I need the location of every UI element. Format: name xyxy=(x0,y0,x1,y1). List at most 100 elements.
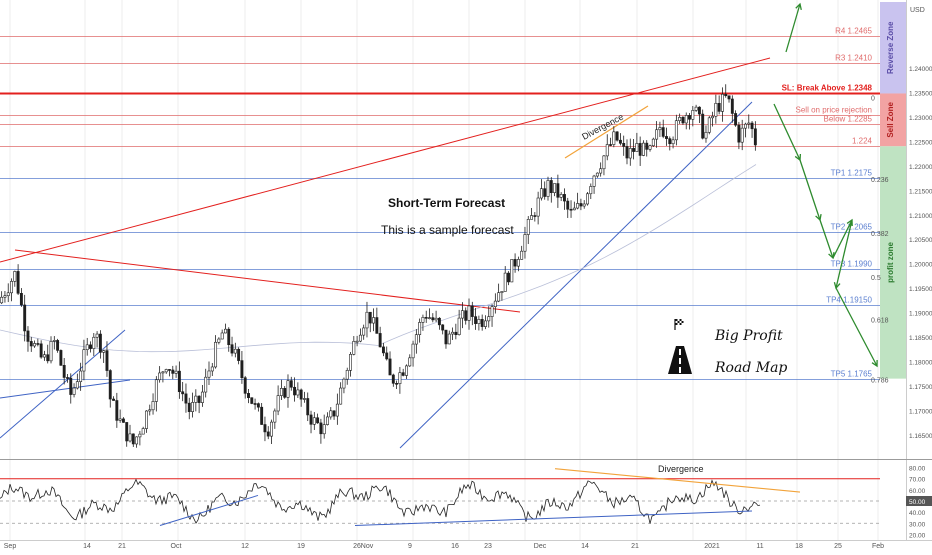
candle-body xyxy=(484,321,486,327)
candle-body xyxy=(241,361,243,378)
candle-body xyxy=(162,372,164,373)
divergence-label-rsi: Divergence xyxy=(658,464,704,474)
candle-body xyxy=(600,169,602,173)
candle-body xyxy=(428,318,430,319)
candle-body xyxy=(553,184,555,193)
candle-body xyxy=(580,203,582,206)
candle-body xyxy=(293,387,295,395)
candle-body xyxy=(435,318,437,320)
level-label: R4 1.2465 xyxy=(835,27,872,36)
candle-body xyxy=(83,350,85,371)
candle-body xyxy=(544,189,546,197)
candle-body xyxy=(665,136,667,138)
candle-body xyxy=(267,432,269,436)
candle-body xyxy=(741,128,743,142)
candle-body xyxy=(445,330,447,344)
candle-body xyxy=(616,132,618,140)
candle-body xyxy=(63,365,65,377)
candle-body xyxy=(573,208,575,210)
candle-body xyxy=(451,332,453,334)
candle-body xyxy=(715,103,717,116)
candle-body xyxy=(534,216,536,217)
candle-body xyxy=(718,103,720,111)
candle-body xyxy=(149,410,151,411)
candle-body xyxy=(96,334,98,337)
candle-body xyxy=(583,204,585,206)
candle-body xyxy=(376,318,378,334)
level-label: R3 1.2410 xyxy=(835,54,872,63)
currency-label: USD xyxy=(910,7,925,14)
candle-body xyxy=(655,130,657,139)
candle-body xyxy=(702,114,704,138)
candle-body xyxy=(504,273,506,291)
candle-body xyxy=(418,322,420,334)
level-label: Below 1.2285 xyxy=(824,115,873,124)
time-tick-label: 21 xyxy=(631,543,639,550)
price-tick-label: 1.17500 xyxy=(909,384,932,391)
candle-body xyxy=(386,353,388,359)
candle-body xyxy=(698,107,700,114)
candle-body xyxy=(501,291,503,292)
candle-body xyxy=(511,259,513,282)
candle-body xyxy=(728,96,730,99)
time-tick-label: 21 xyxy=(118,543,126,550)
candle-body xyxy=(530,216,532,220)
candle-body xyxy=(540,189,542,198)
candle-body xyxy=(606,145,608,156)
candle-body xyxy=(461,311,463,318)
candle-body xyxy=(79,371,81,382)
fib-label: 0.5 xyxy=(871,275,881,282)
candle-body xyxy=(129,434,131,441)
candle-body xyxy=(372,318,374,324)
candle-body xyxy=(234,349,236,353)
candle-body xyxy=(576,203,578,208)
candle-body xyxy=(596,173,598,176)
price-tick-label: 1.23500 xyxy=(909,90,932,97)
candle-body xyxy=(76,382,78,388)
time-tick-label: 12 xyxy=(241,543,249,550)
candle-body xyxy=(695,107,697,110)
candle-body xyxy=(349,354,351,370)
candle-body xyxy=(211,367,213,371)
candle-body xyxy=(405,366,407,376)
level-label: TP4 1.19150 xyxy=(826,296,872,305)
candle-body xyxy=(70,378,72,394)
candle-body xyxy=(649,146,651,150)
candle-body xyxy=(221,333,223,339)
candle-body xyxy=(198,396,200,403)
price-tick-label: 1.17000 xyxy=(909,408,932,415)
candle-body xyxy=(330,411,332,417)
candle-body xyxy=(675,121,677,140)
candle-body xyxy=(613,132,615,145)
candle-body xyxy=(748,123,750,124)
candle-body xyxy=(195,396,197,402)
candle-body xyxy=(27,331,29,341)
candle-body xyxy=(33,343,35,346)
candle-body xyxy=(103,351,105,353)
candle-body xyxy=(333,411,335,416)
candle-body xyxy=(50,341,52,361)
candle-body xyxy=(442,325,444,330)
candle-body xyxy=(320,423,322,434)
candle-body xyxy=(205,377,207,392)
zone-label: Reverse Zone xyxy=(886,21,895,74)
candle-body xyxy=(175,371,177,373)
candle-body xyxy=(247,393,249,397)
candle-body xyxy=(53,340,55,341)
price-tick-label: 1.20000 xyxy=(909,262,932,269)
time-tick-label: Feb xyxy=(872,543,884,550)
time-tick-label: Sep xyxy=(4,543,17,550)
candle-body xyxy=(172,370,174,373)
candle-body xyxy=(679,117,681,120)
candle-body xyxy=(99,334,101,352)
candle-body xyxy=(692,110,694,119)
time-tick-label: 11 xyxy=(756,543,763,550)
candle-body xyxy=(24,305,26,331)
candle-body xyxy=(287,381,289,398)
candle-body xyxy=(725,94,727,95)
candle-body xyxy=(409,358,411,366)
candle-body xyxy=(270,422,272,436)
candle-body xyxy=(93,337,95,348)
candle-body xyxy=(119,419,121,420)
